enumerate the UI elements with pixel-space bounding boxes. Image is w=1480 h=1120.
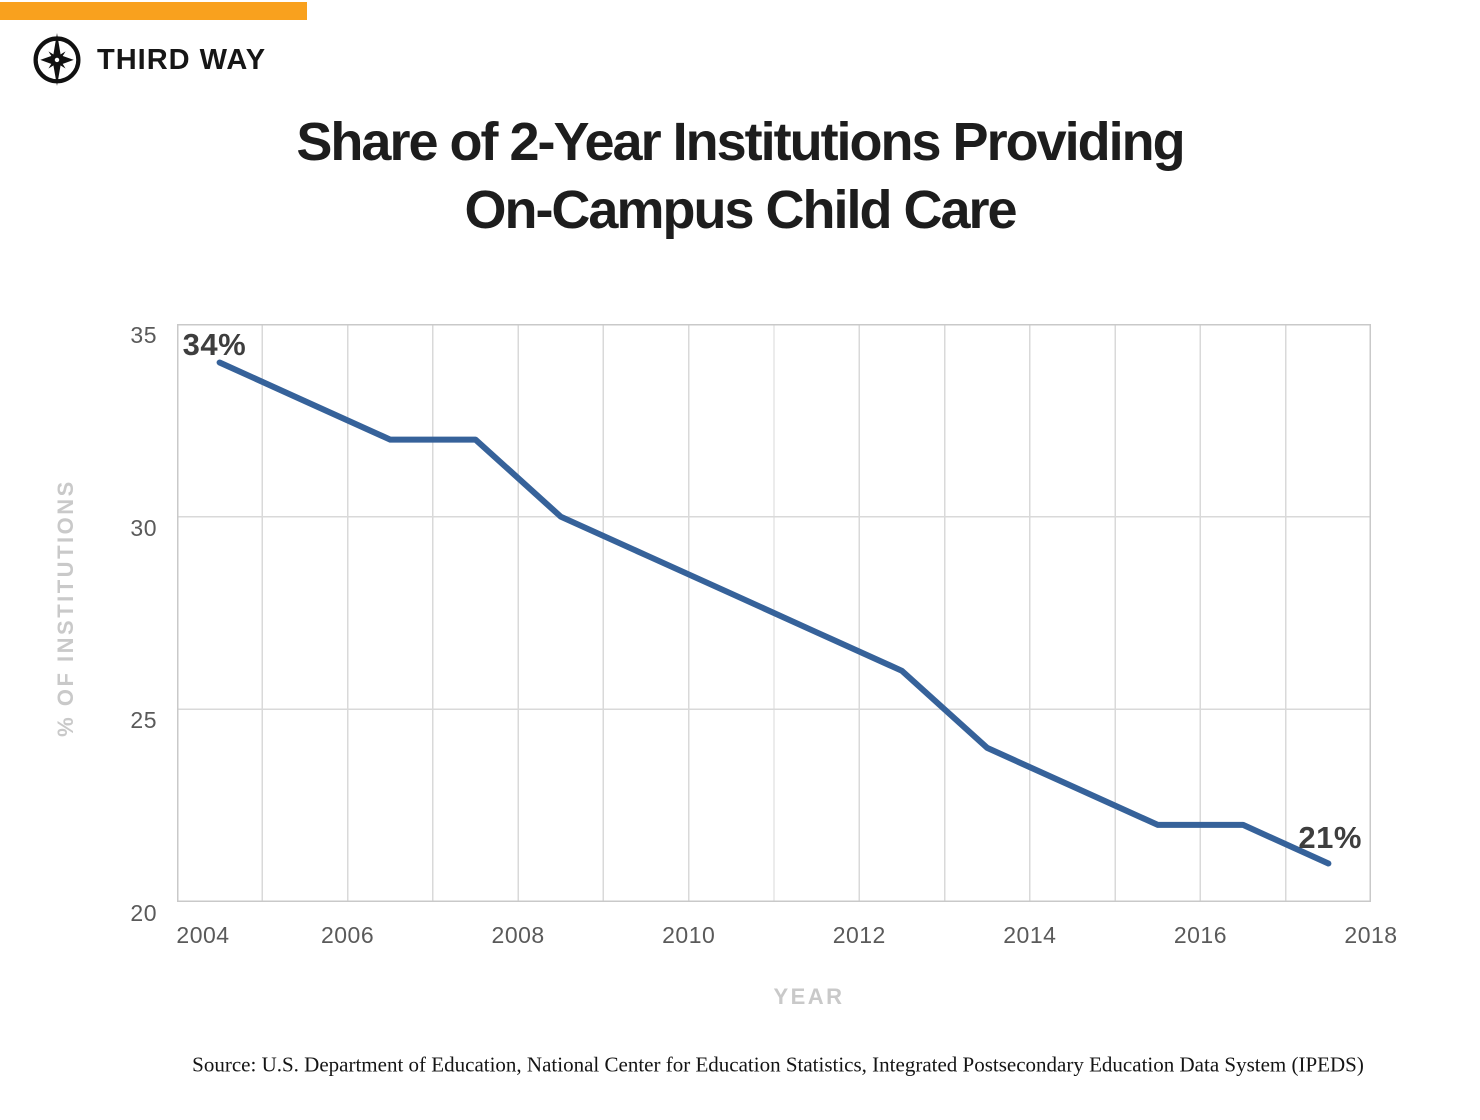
data-point-label-first: 34% [182,326,247,362]
chart-title: Share of 2-Year Institutions Providing O… [0,108,1480,244]
x-tick-label: 2006 [320,922,375,948]
y-tick-label: 25 [130,707,157,734]
y-tick-label: 20 [130,900,157,926]
chart-title-line1: Share of 2-Year Institutions Providing [296,112,1185,172]
x-tick-label: 2018 [1344,922,1398,948]
brand-accent-bar [0,2,307,20]
chart-title-line2: On-Campus Child Care [464,180,1017,240]
x-tick-label: 2016 [1173,922,1227,948]
x-tick-label: 2008 [491,922,545,948]
source-note: Source: U.S. Department of Education, Na… [192,1052,1364,1077]
y-tick-label: 30 [130,514,157,541]
x-tick-label: 2010 [662,922,716,948]
x-tick-label: 2014 [1003,922,1057,948]
y-tick-label: 35 [130,322,157,348]
data-point-label-last: 21% [1298,820,1362,856]
x-tick-label: 2004 [176,922,230,948]
third-way-logo: THIRD WAY [31,30,266,88]
plot-area [177,324,1371,902]
y-axis-title: % OF INSTITUTIONS [53,479,78,737]
compass-icon [33,33,81,86]
x-tick-label: 2012 [832,922,886,948]
x-axis-title: YEAR [773,984,845,1009]
brand-name: THIRD WAY [97,43,267,76]
